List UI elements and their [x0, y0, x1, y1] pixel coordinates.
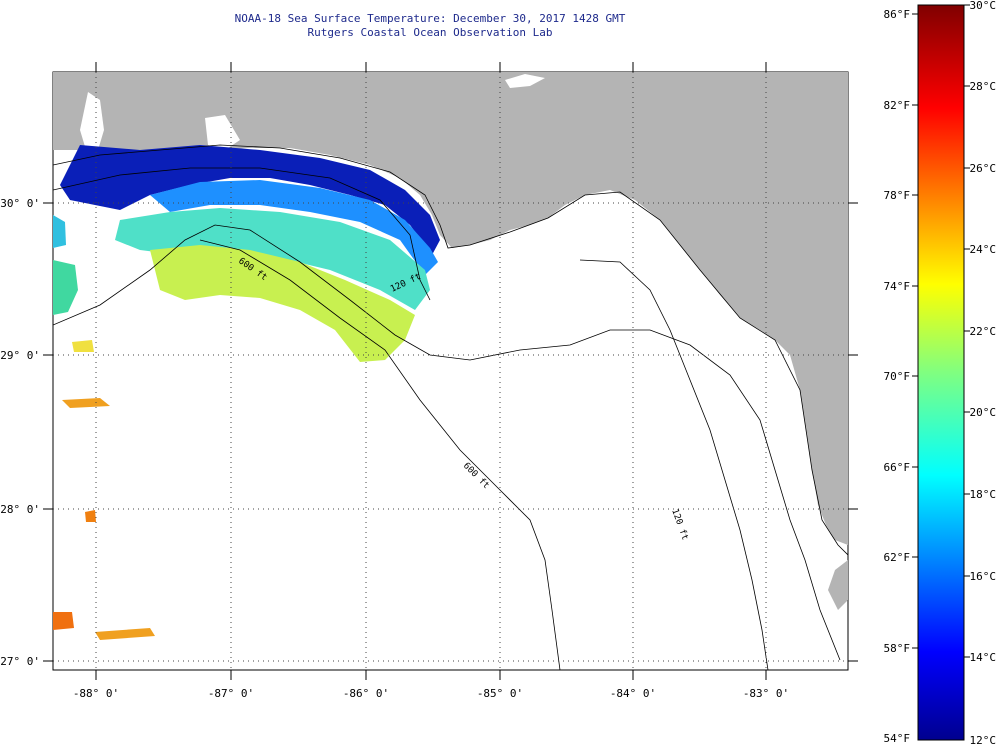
fahrenheit-label: 70°F: [884, 370, 911, 383]
celsius-label: 28°C: [970, 80, 997, 93]
fahrenheit-label: 78°F: [884, 189, 911, 202]
lat-label: 29° 0': [0, 349, 40, 362]
sst-cool-band: [150, 180, 438, 275]
sst-west-edge: [53, 215, 66, 248]
axis-ticks: [43, 62, 858, 680]
fahrenheit-label: 82°F: [884, 99, 911, 112]
sst-orange-patch-4: [95, 628, 155, 640]
fahrenheit-label: 62°F: [884, 551, 911, 564]
celsius-label: 26°C: [970, 162, 997, 175]
colorbar-ticks: [912, 4, 970, 658]
lon-label: -86° 0': [343, 687, 389, 700]
fahrenheit-label: 66°F: [884, 461, 911, 474]
lon-label: -84° 0': [610, 687, 656, 700]
coastline: [53, 144, 848, 556]
sst-orange-patch-3: [53, 612, 74, 630]
colorbar: [917, 4, 965, 741]
celsius-label: 22°C: [970, 325, 997, 338]
celsius-label: 16°C: [970, 570, 997, 583]
map-subtitle: Rutgers Coastal Ocean Observation Lab: [307, 26, 553, 39]
celsius-label: 30°C: [970, 0, 997, 12]
lon-label: -83° 0': [743, 687, 789, 700]
isobath-inner: [53, 167, 431, 301]
fahrenheit-label: 58°F: [884, 642, 911, 655]
celsius-label: 20°C: [970, 406, 997, 419]
land-mass: [53, 72, 848, 545]
sst-mid-band: [115, 208, 430, 310]
lon-label: -88° 0': [73, 687, 119, 700]
isobath-600ft: [199, 239, 561, 670]
fahrenheit-label: 86°F: [884, 8, 911, 21]
lat-label: 30° 0': [0, 197, 40, 210]
lon-label: -85° 0': [477, 687, 523, 700]
map-title: NOAA-18 Sea Surface Temperature: Decembe…: [234, 12, 626, 25]
sst-orange-patch-2: [85, 510, 96, 522]
celsius-label: 12°C: [970, 734, 997, 747]
sst-west-patch: [53, 260, 78, 315]
celsius-label: 14°C: [970, 651, 997, 664]
land-florida-keys: [828, 560, 848, 610]
celsius-label: 24°C: [970, 243, 997, 256]
lon-label: -87° 0': [208, 687, 254, 700]
sst-cold-nearshore: [60, 145, 440, 255]
isobath-120ft: [53, 224, 841, 661]
lat-label: 28° 0': [0, 503, 40, 516]
sst-warm-band: [150, 245, 415, 362]
fahrenheit-label: 74°F: [884, 280, 911, 293]
sst-yellow-patch: [72, 340, 94, 352]
celsius-label: 18°C: [970, 488, 997, 501]
isobath-600ft-east: [579, 259, 769, 670]
sst-orange-patch-1: [62, 398, 110, 408]
fahrenheit-label: 54°F: [884, 732, 911, 745]
lat-label: 27° 0': [0, 655, 40, 668]
